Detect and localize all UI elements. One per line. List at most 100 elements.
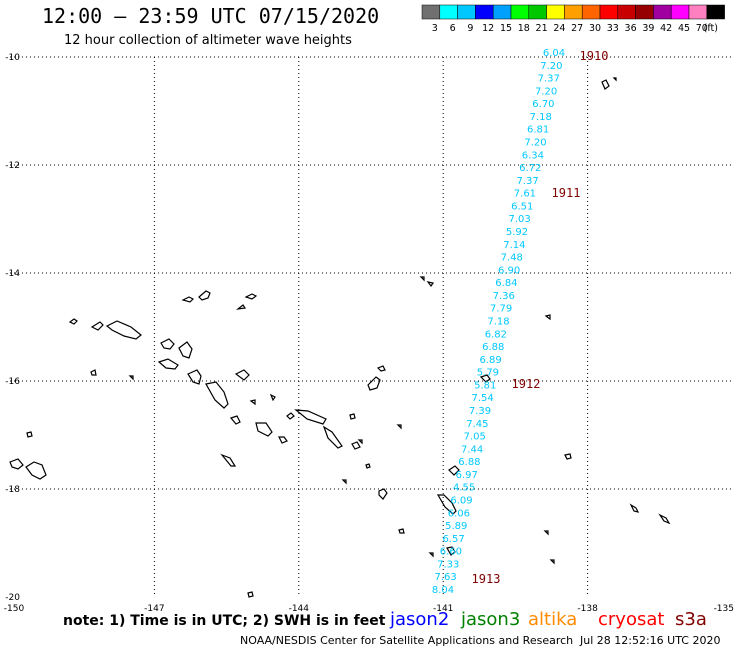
lat-lon-grid	[10, 56, 732, 597]
legend-swatch	[653, 4, 672, 20]
swh-value-label: 7.20	[540, 61, 562, 72]
longitude-label: -135	[714, 604, 734, 614]
latitude-label: -20	[5, 593, 20, 603]
legend-label: 30	[589, 23, 601, 34]
legend-swatch	[635, 4, 654, 20]
longitude-label: -150	[4, 604, 25, 614]
swh-value-label: 7.61	[514, 189, 536, 200]
credit-line: NOAA/NESDIS Center for Satellite Applica…	[240, 634, 574, 647]
legend-label: 3	[432, 23, 438, 34]
legend-swatch	[439, 4, 458, 20]
legend-label: 33	[607, 23, 619, 34]
legend-swatch	[546, 4, 565, 20]
swh-value-label: 4.55	[453, 483, 475, 494]
mission-label-jason3: jason3	[461, 609, 521, 630]
track-time-label: 1912	[512, 377, 541, 391]
legend-swatch	[617, 4, 636, 20]
legend-swatch	[475, 4, 494, 20]
page-subtitle: 12 hour collection of altimeter wave hei…	[64, 33, 352, 48]
legend-swatch	[706, 4, 725, 20]
swh-value-label: 6.60	[440, 547, 462, 558]
swh-value-label: 6.82	[485, 329, 507, 340]
legend-label: 15	[500, 23, 512, 34]
legend-label: 12	[482, 23, 494, 34]
swh-value-label: 6.57	[442, 534, 464, 545]
latitude-labels: -10 -12 -14 -16 -18 -20	[5, 53, 20, 603]
latitude-label: -10	[5, 53, 20, 63]
legend-label: 70	[696, 23, 708, 34]
islands	[9, 77, 671, 598]
swh-value-label: 7.63	[435, 572, 457, 583]
swh-value-label: 7.18	[487, 317, 509, 328]
latitude-label: -16	[5, 377, 20, 387]
mission-label-cryosat: cryosat	[598, 609, 665, 630]
swh-value-label: 7.33	[437, 559, 459, 570]
swh-value-label: 6.97	[456, 470, 478, 481]
longitude-labels: -150 -147 -144 -141 -138 -135	[4, 604, 734, 614]
swh-value-label: 7.79	[490, 304, 512, 315]
legend-label: 9	[467, 23, 473, 34]
legend-label: 21	[536, 23, 548, 34]
swh-value-label: 7.37	[538, 74, 560, 85]
legend-swatch	[510, 4, 530, 20]
footer-note: note: 1) Time is in UTC; 2) SWH is in fe…	[63, 613, 386, 629]
swh-value-label: 6.09	[450, 496, 472, 507]
generation-timestamp: Jul 28 12:52:16 UTC 2020	[580, 634, 721, 647]
legend-label: 45	[678, 23, 690, 34]
swh-value-label: 6.88	[458, 457, 480, 468]
swh-value-label: 7.03	[509, 214, 531, 225]
swh-value-label: 7.45	[466, 419, 488, 430]
legend-label: 18	[518, 23, 530, 34]
legend-swatch	[492, 4, 512, 20]
legend-swatch	[670, 4, 690, 20]
legend-label: 27	[571, 23, 583, 34]
swh-value-label: 6.90	[498, 265, 520, 276]
legend-swatch	[528, 4, 547, 20]
swh-value-label: 6.70	[532, 99, 554, 110]
page-title: 12:00 – 23:59 UTC 07/15/2020	[42, 4, 380, 28]
swh-value-label: 7.20	[535, 86, 557, 97]
swh-track-values: 6.047.207.377.206.707.186.817.206.346.72…	[432, 48, 565, 596]
swh-value-label: 7.48	[501, 253, 523, 264]
swh-value-label: 5.79	[477, 368, 499, 379]
swh-value-label: 7.36	[493, 291, 515, 302]
swh-value-label: 7.14	[503, 240, 525, 251]
legend-swatch	[457, 4, 476, 20]
swh-value-label: 6.84	[495, 278, 517, 289]
mission-label-s3a: s3a	[675, 609, 707, 630]
swh-value-label: 5.81	[474, 380, 496, 391]
legend-swatch	[421, 4, 441, 20]
swh-value-label: 7.54	[472, 393, 494, 404]
swh-value-label: 7.37	[516, 176, 538, 187]
legend-label: (ft)	[704, 23, 718, 34]
swh-value-label: 6.72	[519, 163, 541, 174]
swh-value-label: 7.05	[464, 432, 486, 443]
swh-value-label: 7.18	[530, 112, 552, 123]
swh-value-label: 6.88	[482, 342, 504, 353]
swh-value-label: 7.39	[469, 406, 491, 417]
longitude-label: -141	[433, 604, 453, 614]
latitude-label: -14	[5, 269, 20, 279]
swh-value-label: 8.04	[432, 585, 454, 596]
swh-value-label: 7.44	[461, 444, 483, 455]
swh-value-label: 5.89	[445, 521, 467, 532]
longitude-label: -144	[289, 604, 310, 614]
track-time-label: 1911	[552, 186, 581, 200]
swh-value-label: 6.06	[448, 508, 470, 519]
legend-label: 39	[642, 23, 654, 34]
legend-label: 42	[660, 23, 672, 34]
legend-swatch	[599, 4, 619, 20]
swh-value-label: 6.34	[522, 150, 544, 161]
swh-value-label: 5.92	[506, 227, 528, 238]
latitude-label: -18	[5, 485, 20, 495]
legend-label: 6	[450, 23, 456, 34]
longitude-label: -138	[577, 604, 598, 614]
wave-height-color-legend: 3 6 9 12 15 18 21 24 27 30 33 36 39 42 45 70(ft)	[421, 4, 725, 34]
track-time-labels: 1910 1911 1912 1913	[472, 49, 609, 586]
swh-value-label: 6.51	[511, 201, 533, 212]
legend-swatch	[688, 4, 708, 20]
track-time-label: 1913	[472, 572, 501, 586]
mission-label-altika: altika	[528, 609, 578, 630]
legend-label: 36	[625, 23, 637, 34]
mission-label-jason2: jason2	[390, 609, 450, 630]
